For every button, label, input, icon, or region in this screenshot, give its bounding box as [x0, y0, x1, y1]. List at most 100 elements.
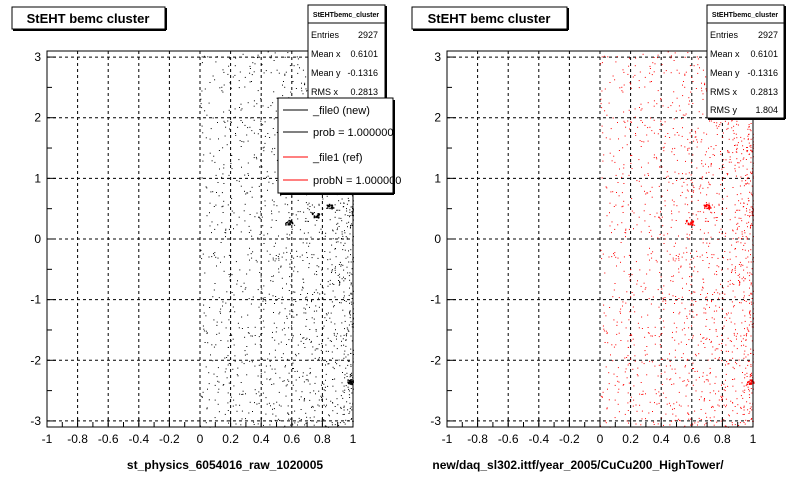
scatter-point	[644, 203, 646, 205]
scatter-point	[313, 206, 315, 208]
scatter-point	[751, 298, 753, 299]
scatter-point	[615, 174, 617, 176]
scatter-point	[746, 147, 748, 148]
scatter-point	[751, 211, 753, 213]
scatter-point	[671, 199, 673, 201]
scatter-point	[743, 295, 745, 297]
scatter-point	[701, 160, 703, 162]
scatter-point	[725, 313, 727, 315]
scatter-point	[226, 144, 228, 146]
scatter-point	[332, 230, 334, 232]
scatter-point	[695, 214, 697, 216]
scatter-cluster-point	[746, 383, 748, 386]
scatter-point	[751, 225, 753, 226]
scatter-point	[279, 311, 281, 313]
scatter-point	[284, 73, 286, 75]
scatter-point	[629, 401, 631, 403]
scatter-cluster-point	[288, 219, 290, 222]
scatter-point	[673, 408, 675, 410]
scatter-point	[334, 424, 336, 426]
scatter-point	[697, 127, 699, 129]
scatter-point	[723, 404, 725, 406]
scatter-point	[736, 120, 738, 122]
scatter-point	[318, 231, 320, 233]
scatter-point	[248, 225, 250, 227]
scatter-point	[296, 255, 298, 257]
scatter-point	[205, 330, 207, 332]
scatter-point	[678, 257, 680, 259]
scatter-point	[304, 220, 306, 222]
scatter-point	[686, 344, 687, 345]
scatter-point	[737, 227, 738, 229]
scatter-point	[256, 212, 258, 214]
scatter-point	[223, 270, 225, 272]
scatter-point	[692, 335, 694, 337]
scatter-point	[644, 336, 646, 338]
scatter-point	[292, 81, 294, 82]
scatter-point	[261, 216, 263, 218]
scatter-point	[687, 204, 689, 206]
scatter-point	[346, 335, 347, 337]
scatter-point	[347, 197, 349, 199]
scatter-point	[696, 314, 698, 316]
scatter-point	[235, 261, 237, 263]
scatter-point	[253, 57, 255, 58]
scatter-point	[741, 233, 743, 235]
scatter-point	[302, 238, 304, 240]
scatter-point	[620, 312, 621, 314]
scatter-point	[744, 183, 746, 185]
scatter-point	[692, 154, 694, 156]
scatter-point	[748, 200, 750, 202]
scatter-point	[275, 296, 277, 297]
scatter-point	[618, 138, 619, 140]
scatter-point	[622, 69, 624, 71]
legend-entry: _file0 (new)	[312, 105, 370, 117]
scatter-point	[655, 156, 657, 158]
scatter-point	[275, 255, 277, 256]
scatter-point	[626, 357, 628, 358]
scatter-point	[215, 344, 217, 346]
scatter-point	[273, 118, 275, 120]
scatter-point	[218, 195, 220, 197]
x-tick-label: 1	[350, 432, 357, 446]
scatter-point	[748, 250, 749, 252]
scatter-point	[740, 408, 742, 409]
scatter-point	[332, 290, 334, 292]
scatter-point	[225, 368, 227, 370]
scatter-point	[644, 190, 645, 192]
scatter-point	[749, 374, 751, 376]
scatter-point	[653, 157, 655, 159]
scatter-point	[636, 283, 638, 285]
scatter-point	[263, 285, 265, 287]
scatter-point	[234, 108, 236, 110]
scatter-point	[249, 360, 251, 362]
scatter-point	[276, 97, 278, 99]
scatter-point	[333, 332, 335, 334]
scatter-point	[748, 324, 750, 326]
x-tick-label: -0.4	[528, 432, 549, 446]
scatter-point	[270, 226, 272, 228]
scatter-point	[662, 297, 664, 299]
scatter-point	[344, 389, 346, 391]
scatter-point	[248, 232, 250, 233]
scatter-point	[623, 120, 625, 122]
scatter-point	[692, 337, 694, 339]
scatter-cluster-point	[751, 379, 754, 382]
scatter-point	[231, 274, 233, 276]
scatter-point	[290, 91, 292, 93]
scatter-point	[661, 216, 663, 218]
scatter-point	[318, 358, 320, 360]
scatter-point	[318, 297, 319, 299]
scatter-point	[271, 199, 273, 201]
scatter-point	[743, 202, 745, 204]
scatter-point	[603, 312, 605, 314]
scatter-point	[750, 157, 752, 159]
scatter-point	[733, 345, 735, 347]
scatter-point	[702, 238, 704, 240]
scatter-point	[710, 146, 712, 148]
scatter-point	[713, 310, 715, 312]
scatter-point	[251, 81, 252, 82]
scatter-point	[223, 111, 225, 113]
scatter-cluster-point	[329, 207, 331, 210]
scatter-point	[651, 335, 653, 337]
